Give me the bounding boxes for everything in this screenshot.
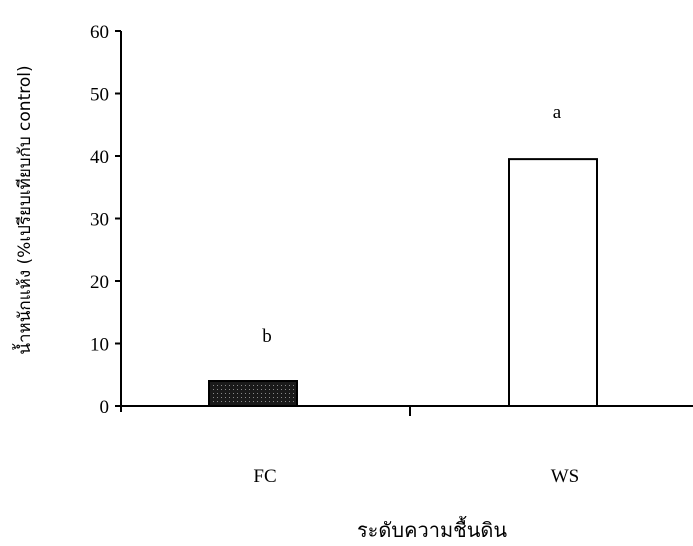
y-tick-label: 0 — [100, 397, 110, 418]
y-tick-label: 20 — [90, 272, 109, 293]
axes: 0 10 20 30 40 50 60 — [90, 22, 693, 418]
labels: FC b WS a — [253, 102, 579, 487]
bar-fc — [208, 380, 298, 407]
y-tick-label: 10 — [90, 335, 109, 356]
y-tick-label: 50 — [90, 85, 109, 106]
y-tick-label: 30 — [90, 210, 109, 231]
x-axis-label: ระดับความชื้นดิน — [357, 516, 507, 542]
significance-letter-fc: b — [262, 326, 272, 347]
y-tick-label: 60 — [90, 22, 109, 43]
y-axis-label: น้ำหนักแห้ง (%เปรียบเทียบกับ control) — [12, 65, 35, 354]
significance-letter-ws: a — [553, 102, 562, 123]
y-tick-label: 40 — [90, 147, 109, 168]
bar-ws — [508, 158, 598, 407]
bars — [208, 158, 598, 407]
category-label-ws: WS — [551, 466, 580, 487]
category-label-fc: FC — [253, 466, 276, 487]
